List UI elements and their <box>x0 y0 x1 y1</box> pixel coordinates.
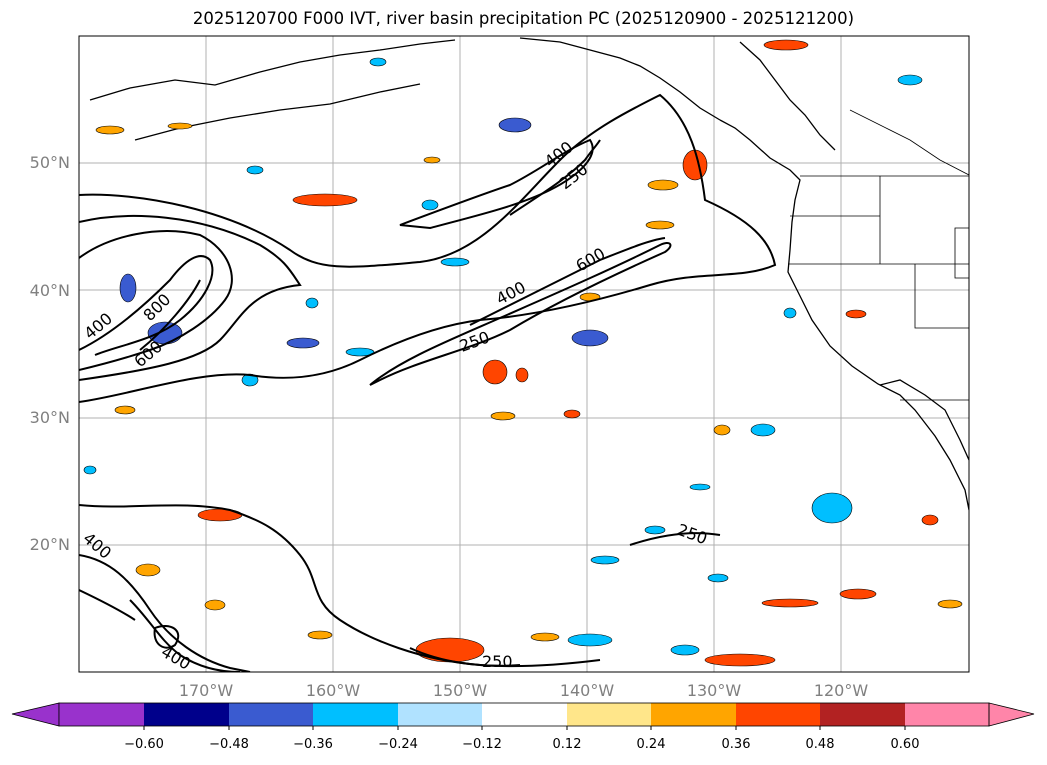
colorbar-tick-marks <box>143 726 906 730</box>
colorbar-bin <box>567 703 651 726</box>
lon-label-120w: 120°W <box>813 681 869 700</box>
colorbar-tick-label: 0.24 <box>636 737 666 752</box>
contour-label: 250 <box>482 652 513 671</box>
map-title: 2025120700 F000 IVT, river basin precipi… <box>192 9 855 28</box>
colorbar-tick-label: −0.60 <box>124 737 164 752</box>
colorbar-frame <box>58 702 990 727</box>
contour-label: 250 <box>675 520 710 548</box>
lon-label-170w: 170°W <box>178 681 234 700</box>
colorbar-bin <box>144 703 229 726</box>
contour-label: 400 <box>79 529 115 563</box>
colorbar-tick-label: −0.36 <box>293 737 333 752</box>
colorbar-bin <box>398 703 482 726</box>
map-plot-area: 400 250 600 400 250 400 800 600 400 400 … <box>79 36 969 672</box>
lon-label-150w: 150°W <box>432 681 488 700</box>
colorbar-bin <box>482 703 567 726</box>
colorbar-bin <box>905 703 989 726</box>
colorbar-bin <box>59 703 144 726</box>
colorbar <box>11 702 1035 730</box>
coastline <box>89 37 969 511</box>
lon-label-160w: 160°W <box>305 681 361 700</box>
lat-label-50n: 50°N <box>29 153 70 172</box>
colorbar-bin <box>651 703 736 726</box>
precip-positive-fills <box>95 39 963 667</box>
lat-label-20n: 20°N <box>29 535 70 554</box>
lon-label-140w: 140°W <box>559 681 615 700</box>
graticule <box>79 36 969 672</box>
contour-label: 400 <box>80 309 116 343</box>
colorbar-bin <box>313 703 398 726</box>
colorbar-tick-label: 0.36 <box>721 737 751 752</box>
colorbar-tick-label: 0.60 <box>890 737 920 752</box>
colorbar-tick-label: 0.12 <box>552 737 582 752</box>
colorbar-extend-high <box>988 702 1035 727</box>
contour-label: 250 <box>457 327 492 355</box>
precip-negative-fills <box>83 57 923 656</box>
colorbar-bin <box>820 703 905 726</box>
colorbar-bin <box>229 703 313 726</box>
colorbar-extend-low <box>11 702 60 727</box>
ivt-contours <box>79 93 777 672</box>
map-frame <box>78 35 970 673</box>
colorbar-tick-label: −0.12 <box>462 737 502 752</box>
lat-label-30n: 30°N <box>29 408 70 427</box>
colorbar-bin <box>736 703 820 726</box>
lon-label-130w: 130°W <box>686 681 742 700</box>
lat-label-40n: 40°N <box>29 281 70 300</box>
colorbar-tick-label: 0.48 <box>805 737 835 752</box>
political-borders <box>788 109 969 401</box>
colorbar-tick-label: −0.24 <box>378 737 418 752</box>
contour-label: 800 <box>139 290 174 325</box>
colorbar-tick-label: −0.48 <box>209 737 249 752</box>
